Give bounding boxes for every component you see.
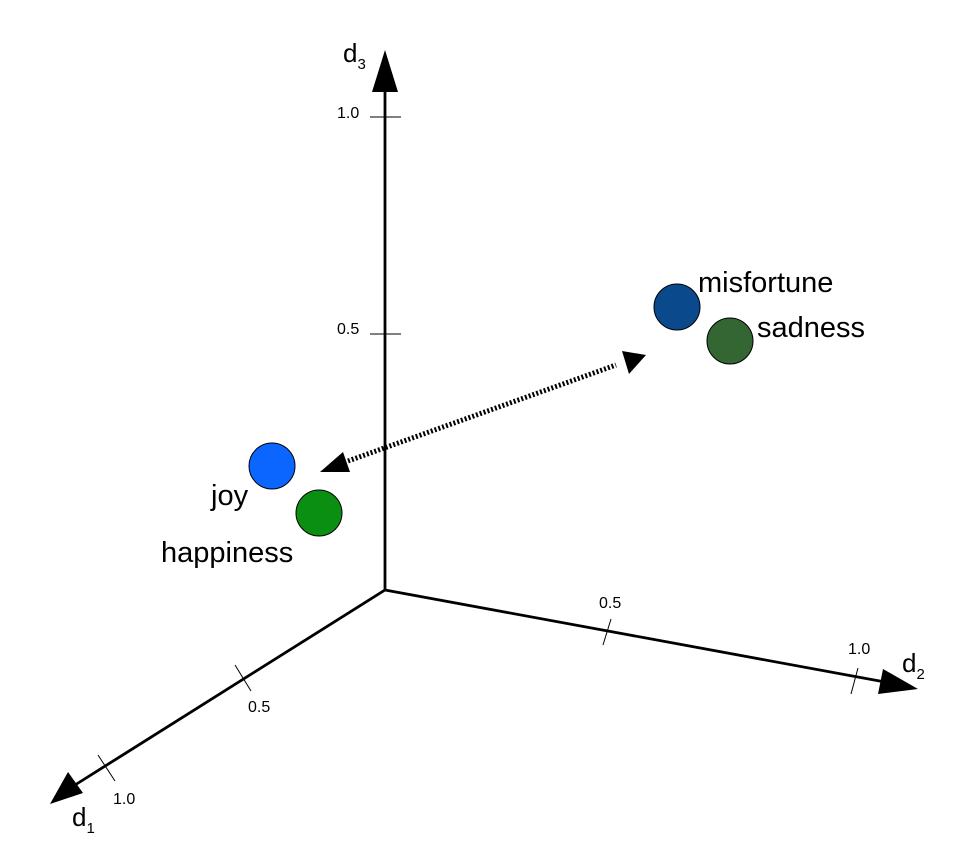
- axis-d2-tick-label-05: 0.5: [599, 595, 621, 612]
- relation-arrow: [320, 351, 646, 472]
- misfortune-label: misfortune: [698, 267, 833, 299]
- joy-dot: [248, 442, 296, 490]
- axis-d1-tick-label-05: 0.5: [248, 699, 270, 716]
- axis-d3-tick-label-1: 1.0: [337, 105, 359, 122]
- axis-d2: 0.5 1.0 d2: [384, 588, 925, 695]
- axis-d2-tick-label-1: 1.0: [848, 641, 870, 658]
- axis-d1-label: d1: [72, 802, 95, 837]
- axis-d3-tick-label-05: 0.5: [337, 321, 359, 338]
- axis-d3-label: d3: [343, 38, 366, 73]
- axis-d1-tick-05: [234, 664, 252, 692]
- sadness-dot: [706, 317, 754, 365]
- axis-d2-tick-1: [850, 667, 859, 695]
- axis-d1-tick-label-1: 1.0: [113, 791, 135, 808]
- axis-d2-line: [384, 588, 886, 684]
- word-point-happiness: happiness: [161, 489, 343, 569]
- sadness-label: sadness: [757, 312, 865, 344]
- axis-d2-arrowhead: [878, 669, 918, 694]
- axis-d1-tick-1: [97, 754, 116, 782]
- joy-label: joy: [210, 480, 249, 512]
- axis-d2-tick-05: [602, 618, 612, 646]
- axis-d1-arrowhead: [50, 772, 83, 804]
- word-point-sadness: sadness: [706, 312, 865, 365]
- relation-arrowhead-left: [320, 452, 350, 472]
- misfortune-dot: [653, 283, 701, 331]
- axis-d1: 0.5 1.0 d1: [50, 588, 386, 837]
- word-point-misfortune: misfortune: [653, 267, 833, 331]
- axis-d1-line: [74, 588, 386, 787]
- happiness-label: happiness: [161, 537, 293, 569]
- axis-d2-label: d2: [902, 648, 925, 683]
- happiness-dot: [295, 489, 343, 537]
- relation-arrowhead-right: [622, 351, 646, 374]
- word-point-joy: joy: [210, 442, 296, 512]
- relation-dotted-line: [347, 362, 617, 464]
- axis-d3: 1.0 0.5 d3: [337, 38, 401, 590]
- axis-d3-arrowhead: [372, 50, 398, 92]
